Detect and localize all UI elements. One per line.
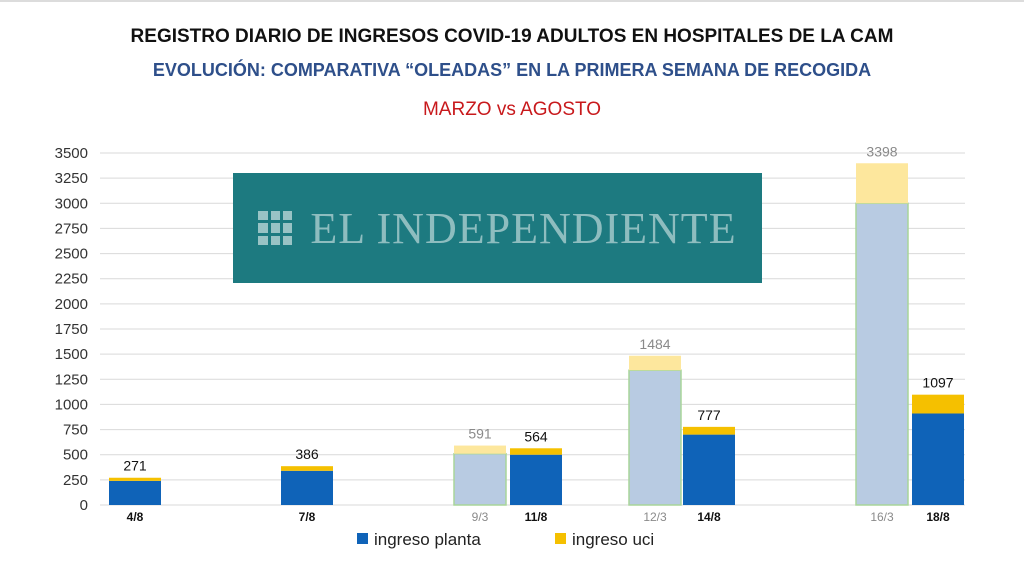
bar-uci xyxy=(629,355,681,371)
y-tick-label: 2750 xyxy=(55,220,88,237)
data-label: 1484 xyxy=(639,336,670,352)
bar-planta xyxy=(453,452,507,506)
watermark-text: EL INDEPENDIENTE xyxy=(310,203,737,253)
bar-planta xyxy=(628,369,682,506)
data-label: 564 xyxy=(524,428,548,444)
x-tick-label: 11/8 xyxy=(525,510,548,524)
bar-planta xyxy=(683,434,735,505)
chart-subtitle: EVOLUCIÓN: COMPARATIVA “OLEADAS” EN LA P… xyxy=(152,60,872,80)
x-tick-label: 16/3 xyxy=(870,510,894,524)
chart-title: REGISTRO DIARIO DE INGRESOS COVID-19 ADU… xyxy=(130,26,894,47)
bar-uci xyxy=(510,448,562,455)
chart-subtitle-2: MARZO vs AGOSTO xyxy=(422,99,602,120)
data-label: 1097 xyxy=(922,375,953,391)
x-tick-label: 4/8 xyxy=(127,510,144,524)
bar-planta xyxy=(109,480,161,505)
y-tick-label: 1000 xyxy=(55,396,88,413)
y-tick-label: 1250 xyxy=(55,371,88,388)
bar-uci xyxy=(281,466,333,471)
bar-uci xyxy=(856,163,908,204)
bar-uci xyxy=(109,477,161,481)
data-label: 777 xyxy=(697,407,721,423)
bar-uci xyxy=(912,394,964,414)
grid-logo-icon xyxy=(258,211,293,245)
legend-swatch xyxy=(555,533,566,544)
y-tick-label: 750 xyxy=(63,422,88,439)
legend-swatch xyxy=(357,533,368,544)
x-tick-label: 18/8 xyxy=(926,510,950,524)
y-tick-label: 500 xyxy=(63,447,88,464)
y-tick-label: 2000 xyxy=(55,296,88,313)
x-tick-label: 12/3 xyxy=(643,510,667,524)
data-label: 3398 xyxy=(866,143,897,159)
top-border xyxy=(0,0,1024,2)
y-tick-label: 3500 xyxy=(55,145,88,162)
data-label: 386 xyxy=(295,446,319,462)
y-tick-label: 1500 xyxy=(55,346,88,363)
bar-planta xyxy=(855,202,909,506)
y-tick-label: 0 xyxy=(80,497,88,514)
x-tick-label: 9/3 xyxy=(472,510,489,524)
watermark-banner: EL INDEPENDIENTE xyxy=(233,173,762,283)
y-tick-label: 2500 xyxy=(55,246,88,263)
bar-planta xyxy=(912,413,964,505)
y-tick-label: 1750 xyxy=(55,321,88,338)
bar-uci xyxy=(454,445,506,454)
data-label: 271 xyxy=(123,458,147,474)
bar-planta xyxy=(281,470,333,505)
y-tick-label: 2250 xyxy=(55,271,88,288)
y-tick-label: 3000 xyxy=(55,195,88,212)
bar-planta xyxy=(510,454,562,505)
x-tick-label: 14/8 xyxy=(697,510,721,524)
y-tick-label: 3250 xyxy=(55,170,88,187)
legend-label: ingreso uci xyxy=(572,530,654,549)
data-label: 591 xyxy=(468,426,492,442)
x-tick-label: 7/8 xyxy=(299,510,316,524)
y-tick-label: 250 xyxy=(63,472,88,489)
legend-label: ingreso planta xyxy=(374,530,481,549)
bar-uci xyxy=(683,426,735,435)
